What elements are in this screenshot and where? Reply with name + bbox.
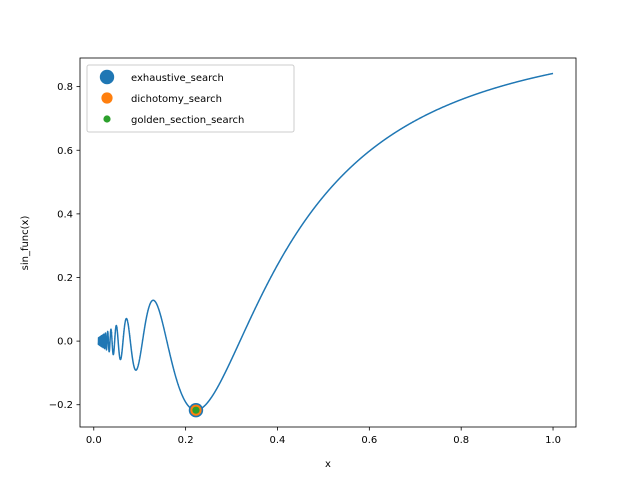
legend-label: dichotomy_search [131, 94, 222, 105]
x-axis-ticks: 0.0 0.2 0.4 0.6 0.8 1.0 [86, 427, 561, 446]
x-tick-label: 0.0 [86, 435, 102, 446]
legend-label: exhaustive_search [131, 73, 224, 84]
legend-frame [86, 64, 295, 133]
axes-frame [79, 57, 577, 428]
x-tick-label: 0.8 [453, 435, 469, 446]
x-tick-label: 1.0 [545, 435, 561, 446]
function-curve [97, 72, 554, 411]
y-tick-label: 0.4 [57, 209, 73, 220]
y-axis-ticks: −0.2 0.0 0.2 0.4 0.6 0.8 [49, 82, 80, 411]
marker-layer [188, 403, 204, 418]
x-tick-label: 0.4 [270, 435, 286, 446]
y-tick-label: 0.2 [57, 273, 73, 284]
y-tick-label: −0.2 [49, 400, 73, 411]
legend: exhaustive_search dichotomy_search golden_… [86, 64, 295, 133]
y-tick-label: 0.0 [57, 337, 73, 348]
y-axis-label: sin_func(x) [20, 216, 31, 271]
golden_section_search-marker [192, 406, 200, 414]
legend-marker-golden_section_search [103, 115, 111, 123]
legend-marker-exhaustive_search [99, 69, 115, 85]
y-tick-label: 0.6 [57, 146, 73, 157]
legend-marker-dichotomy_search [101, 92, 113, 104]
x-tick-label: 0.6 [361, 435, 377, 446]
x-tick-label: 0.2 [178, 435, 194, 446]
x-axis-label: x [325, 459, 331, 470]
legend-label: golden_section_search [131, 115, 244, 126]
curve-layer [97, 72, 554, 411]
legend-items: exhaustive_search dichotomy_search golden_… [99, 69, 244, 126]
y-tick-label: 0.8 [57, 82, 73, 93]
